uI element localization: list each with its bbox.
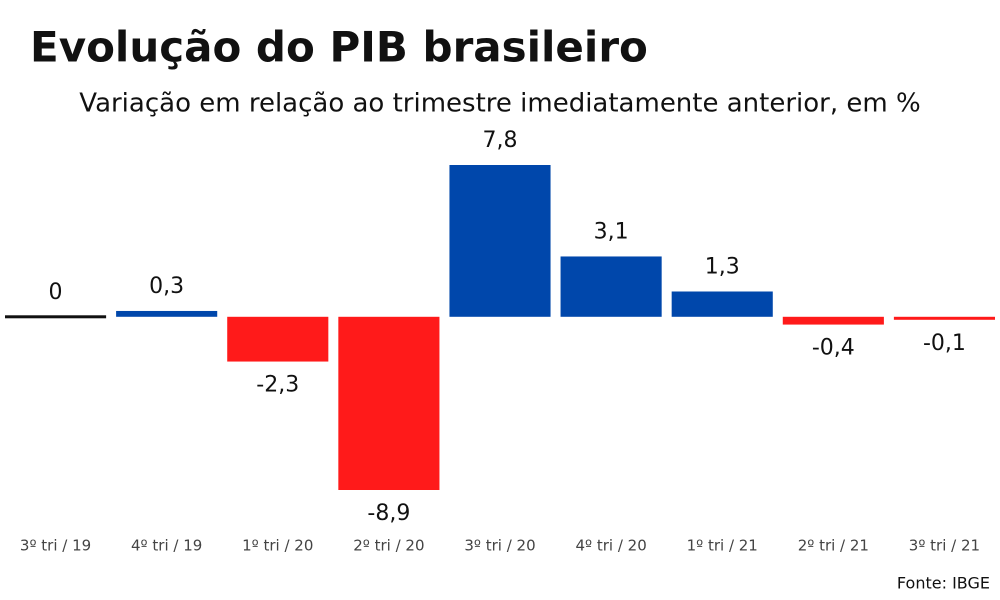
- chart-title: Evolução do PIB brasileiro: [30, 23, 648, 72]
- x-tick-label: 1º tri / 21: [687, 537, 758, 555]
- x-tick-label: 1º tri / 20: [242, 537, 313, 555]
- bar: [782, 316, 884, 325]
- x-tick-label: 3º tri / 21: [909, 537, 980, 555]
- x-tick-label: 4º tri / 19: [131, 537, 202, 555]
- bar: [5, 315, 107, 319]
- bar: [560, 256, 662, 317]
- value-label: 0: [49, 280, 63, 305]
- x-tick-label: 4º tri / 20: [575, 537, 646, 555]
- value-label: 7,8: [483, 128, 518, 153]
- x-tick-label: 2º tri / 20: [353, 537, 424, 555]
- x-tick-label: 3º tri / 19: [20, 537, 91, 555]
- value-label: -2,3: [256, 373, 299, 398]
- value-label: 0,3: [149, 274, 184, 299]
- bar: [893, 316, 995, 320]
- bar: [116, 310, 218, 317]
- value-label: -8,9: [367, 501, 410, 526]
- value-label: -0,1: [923, 331, 966, 356]
- value-label: -0,4: [812, 336, 855, 361]
- bar: [227, 316, 329, 362]
- bar: [449, 165, 551, 317]
- value-label: 1,3: [705, 254, 740, 279]
- source: Fonte: IBGE: [897, 574, 990, 593]
- x-tick-label: 3º tri / 20: [464, 537, 535, 555]
- value-label: 3,1: [594, 219, 629, 244]
- bar: [338, 316, 440, 490]
- chart-subtitle: Variação em relação ao trimestre imediat…: [79, 89, 920, 119]
- bar: [671, 291, 773, 317]
- x-tick-label: 2º tri / 21: [798, 537, 869, 555]
